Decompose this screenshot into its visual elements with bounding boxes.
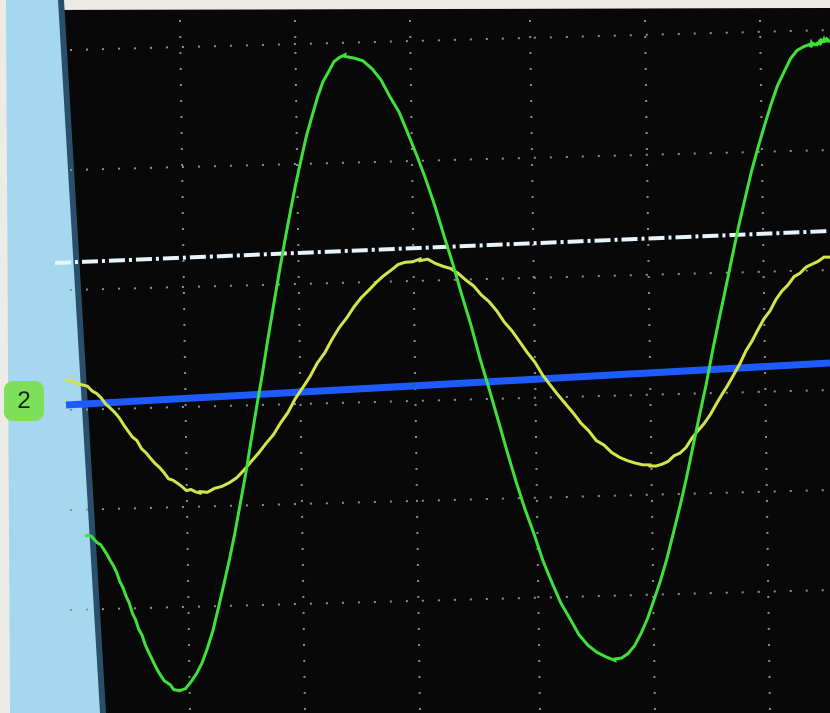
channel-marker: 2: [4, 381, 44, 421]
oscilloscope-photo: 2: [0, 0, 830, 713]
marker-label: 2: [17, 387, 30, 414]
